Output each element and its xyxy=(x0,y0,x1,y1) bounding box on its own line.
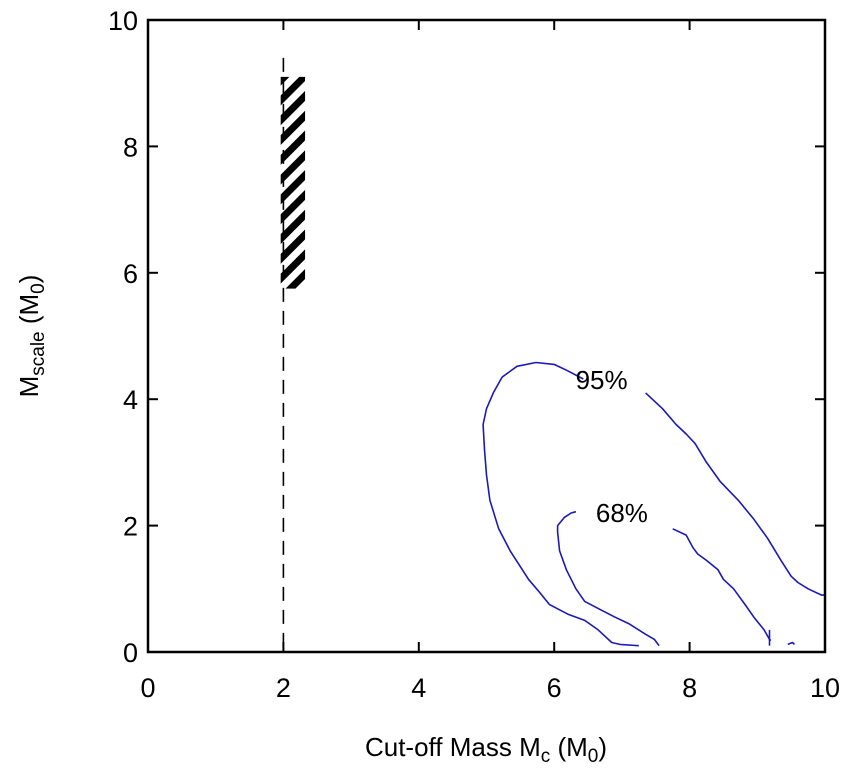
contour-line-68-5 xyxy=(787,641,796,646)
axis-ticks: 0 2 4 6 8 10 0 2 4 6 8 10 xyxy=(108,6,840,703)
y-tick-label-0: 0 xyxy=(123,638,138,668)
x-tick-label-6: 6 xyxy=(547,673,562,703)
y-tick-label-8: 8 xyxy=(123,132,138,162)
hatched-region xyxy=(280,76,306,289)
x-tick-label-0: 0 xyxy=(140,673,155,703)
contour-line-95-1 xyxy=(645,392,825,596)
plot-marks: 95% 68% xyxy=(280,57,825,647)
contour-label-95: 95% xyxy=(576,365,628,395)
plot-frame xyxy=(146,18,827,654)
contour-line-68-3 xyxy=(672,528,772,642)
x-axis-title: Cut-off Mass Mc (M0) xyxy=(365,732,607,767)
y-axis-title: Mscale (M0) xyxy=(14,275,49,398)
x-tick-label-8: 8 xyxy=(682,673,697,703)
y-tick-label-4: 4 xyxy=(123,385,138,415)
x-tick-label-10: 10 xyxy=(810,673,840,703)
x-tick-label-2: 2 xyxy=(276,673,291,703)
contour-label-68: 68% xyxy=(596,498,648,528)
y-tick-label-2: 2 xyxy=(123,512,138,542)
y-tick-label-6: 6 xyxy=(123,259,138,289)
contour-line-95-0 xyxy=(482,361,639,647)
contour-line-68-2 xyxy=(556,510,660,647)
y-tick-label-10: 10 xyxy=(108,6,138,36)
x-tick-label-4: 4 xyxy=(411,673,426,703)
